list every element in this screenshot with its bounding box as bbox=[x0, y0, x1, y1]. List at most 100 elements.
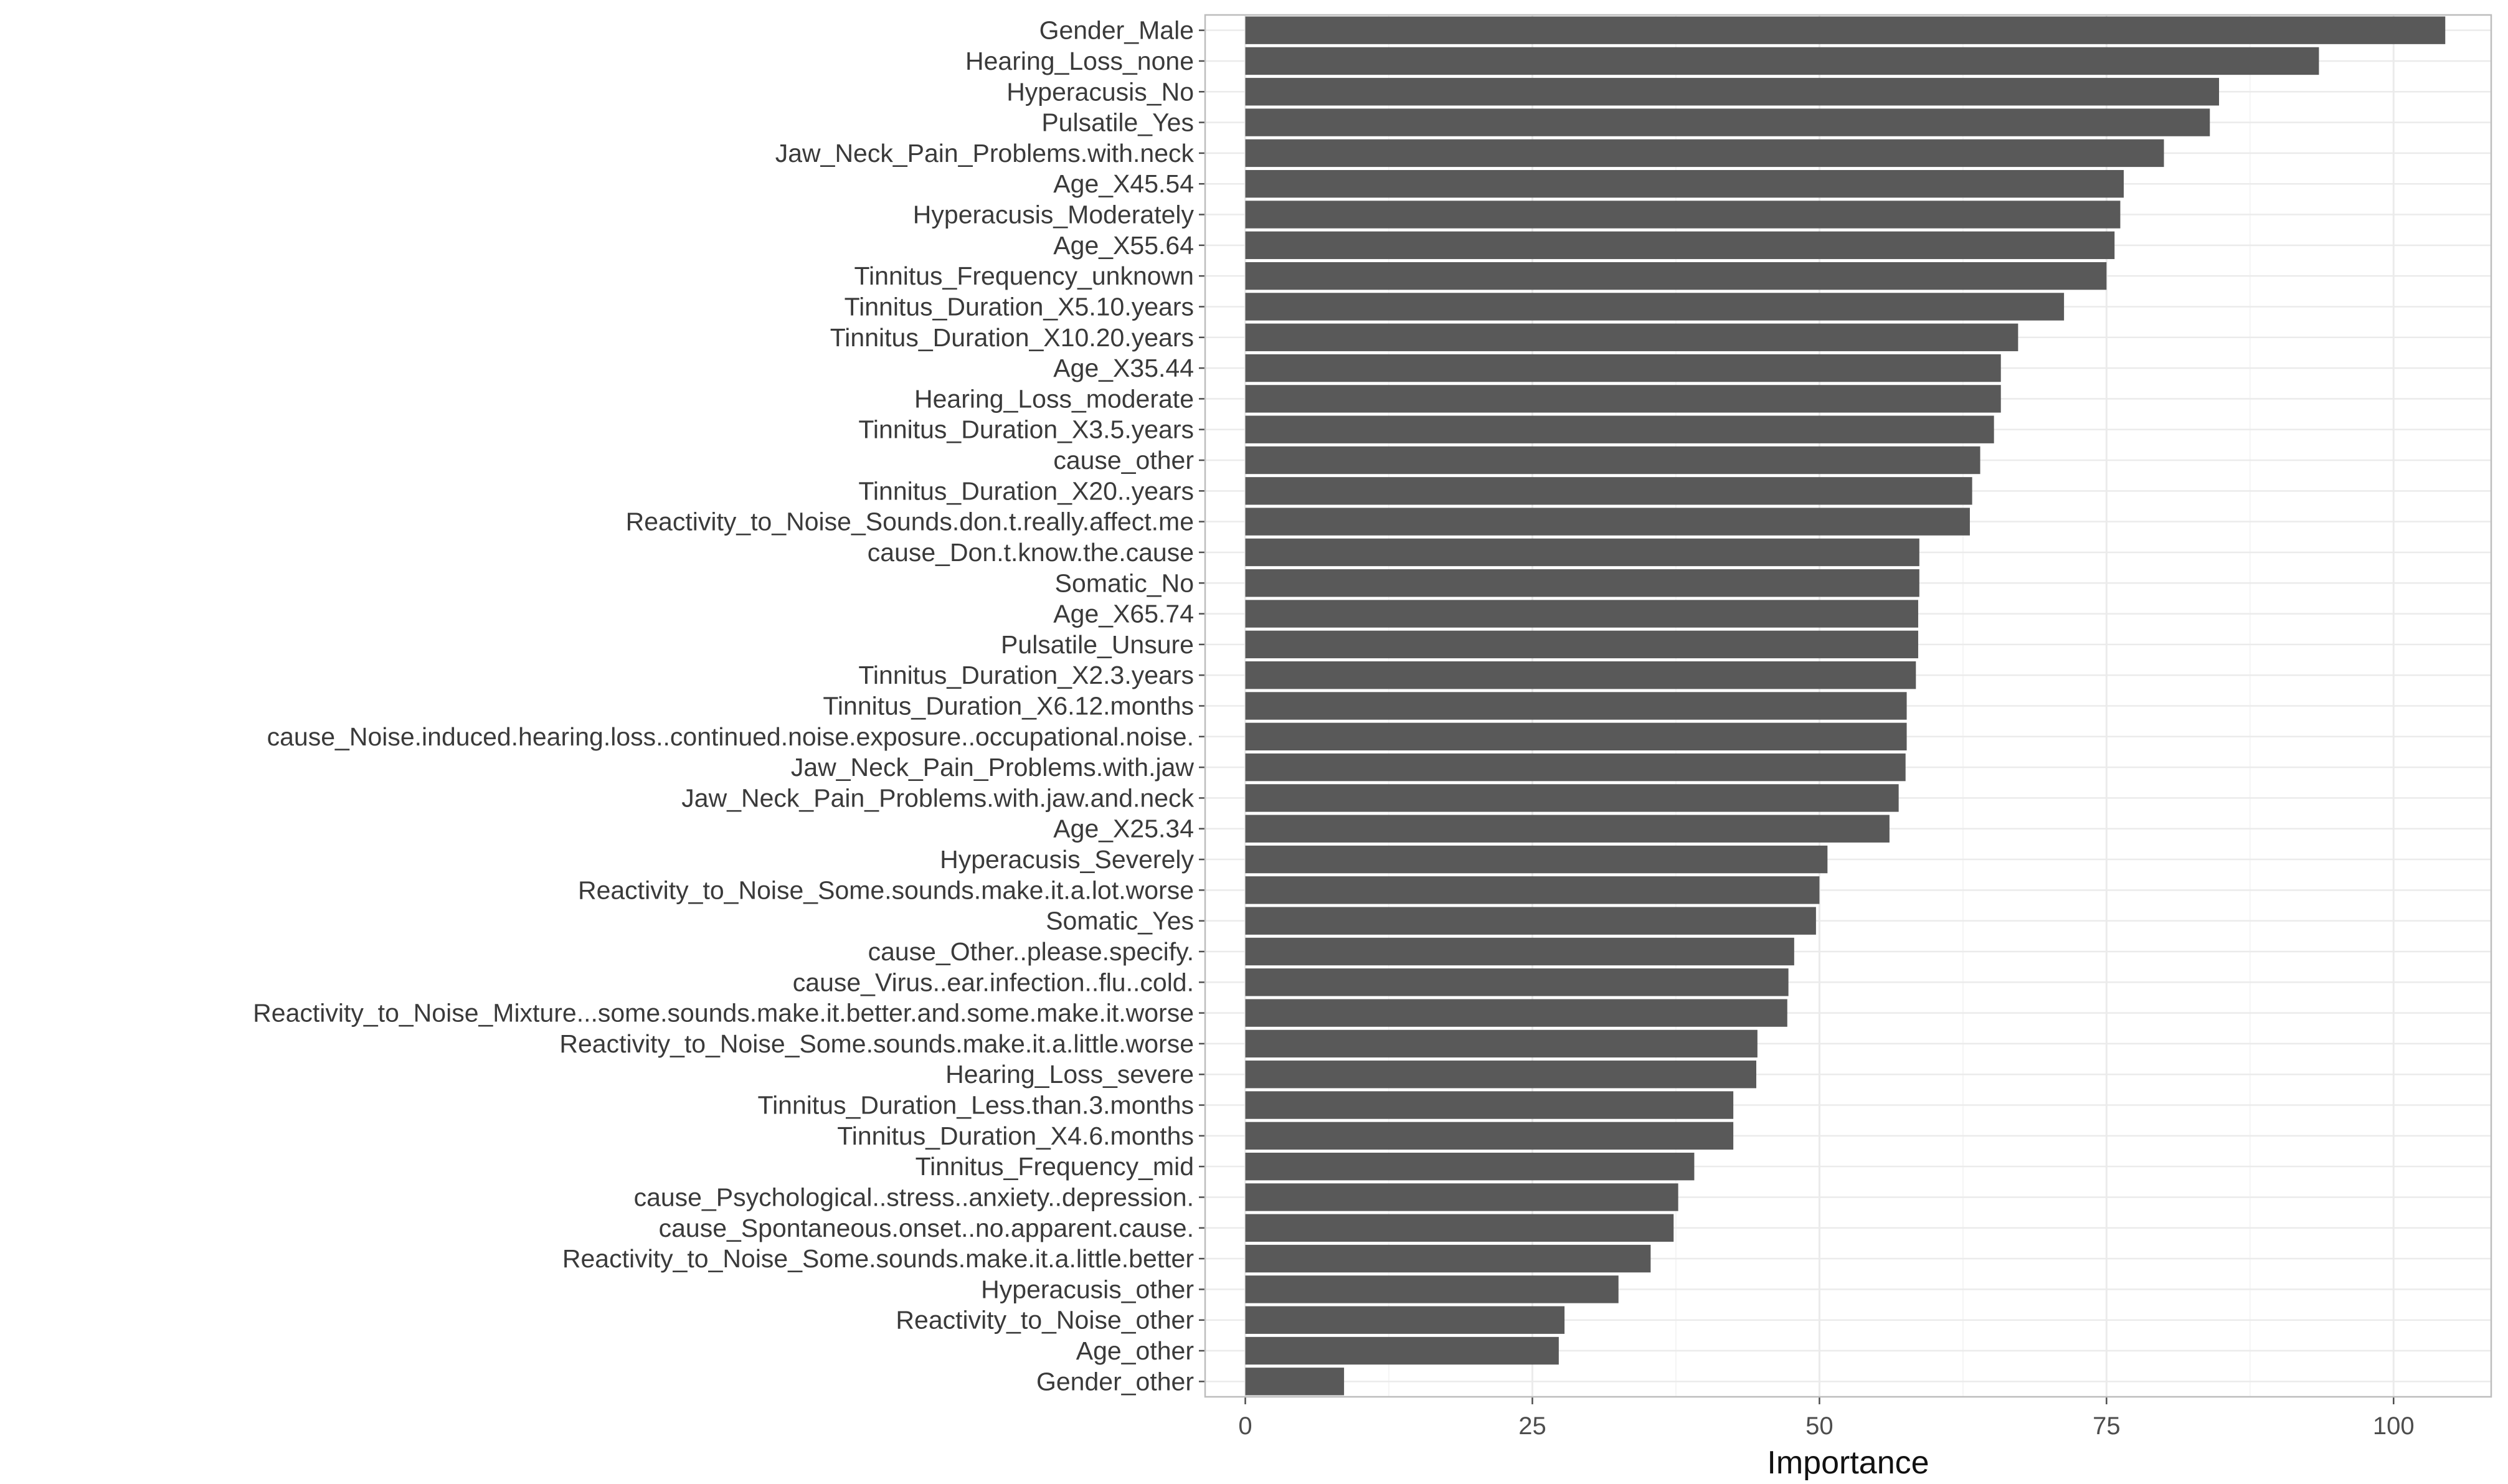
bar bbox=[1245, 907, 1816, 935]
bar bbox=[1245, 630, 1918, 659]
bar bbox=[1245, 477, 1972, 505]
bar bbox=[1245, 968, 1789, 996]
x-tick-label: 25 bbox=[1518, 1412, 1546, 1440]
category-label: Tinnitus_Duration_X2.3.years bbox=[858, 661, 1194, 689]
category-label: Jaw_Neck_Pain_Problems.with.jaw bbox=[791, 753, 1195, 782]
bar bbox=[1245, 201, 2121, 229]
category-label: Age_X25.34 bbox=[1053, 815, 1194, 843]
category-label: Hearing_Loss_none bbox=[965, 47, 1194, 75]
category-label: Reactivity_to_Noise_Some.sounds.make.it.… bbox=[562, 1244, 1194, 1273]
x-tick-label: 100 bbox=[2373, 1412, 2415, 1440]
bar bbox=[1245, 722, 1907, 751]
category-label: cause_Other..please.specify. bbox=[868, 937, 1194, 966]
category-label: Reactivity_to_Noise_Mixture...some.sound… bbox=[253, 999, 1194, 1028]
bar bbox=[1245, 1091, 1734, 1119]
category-label: Jaw_Neck_Pain_Problems.with.jaw.and.neck bbox=[681, 783, 1194, 812]
bars bbox=[1245, 16, 2446, 1396]
category-label: Reactivity_to_Noise_Some.sounds.make.it.… bbox=[559, 1029, 1194, 1058]
bar bbox=[1245, 1306, 1565, 1334]
x-axis: 0 25 50 75 100 bbox=[1238, 1397, 2415, 1440]
bar bbox=[1245, 692, 1907, 720]
category-label: Somatic_Yes bbox=[1046, 907, 1194, 935]
bar bbox=[1245, 1275, 1619, 1303]
category-label: Hyperacusis_Severely bbox=[940, 845, 1194, 874]
panel-border bbox=[1204, 14, 2492, 1398]
bar bbox=[1245, 446, 1980, 475]
category-label: Hearing_Loss_moderate bbox=[914, 384, 1194, 413]
category-label: cause_Psychological..stress..anxiety..de… bbox=[634, 1183, 1194, 1211]
bar bbox=[1245, 1029, 1758, 1058]
bar bbox=[1245, 323, 2018, 351]
bar bbox=[1245, 385, 2001, 413]
bar bbox=[1245, 600, 1918, 628]
bar bbox=[1245, 415, 1994, 443]
bar bbox=[1245, 784, 1899, 812]
category-label: Hyperacusis_Moderately bbox=[913, 201, 1195, 229]
category-label: Pulsatile_Yes bbox=[1041, 108, 1194, 137]
category-label: Pulsatile_Unsure bbox=[1001, 630, 1194, 659]
category-label: Age_X45.54 bbox=[1053, 169, 1194, 198]
bar bbox=[1245, 1336, 1559, 1365]
category-label: Tinnitus_Duration_X5.10.years bbox=[845, 292, 1194, 321]
category-label: Tinnitus_Duration_X4.6.months bbox=[837, 1122, 1194, 1150]
x-tick-label: 50 bbox=[1805, 1412, 1834, 1440]
bar bbox=[1245, 999, 1787, 1027]
bar bbox=[1245, 876, 1820, 904]
bar bbox=[1245, 78, 2220, 106]
bar bbox=[1245, 1152, 1695, 1181]
bar bbox=[1245, 1368, 1345, 1396]
category-label: Gender_Male bbox=[1039, 16, 1194, 45]
bar bbox=[1245, 47, 2319, 75]
category-label: Somatic_No bbox=[1055, 569, 1194, 597]
bar bbox=[1245, 753, 1906, 782]
bar bbox=[1245, 170, 2124, 198]
bar bbox=[1245, 937, 1794, 966]
bar bbox=[1245, 1183, 1678, 1211]
category-label: Age_X35.44 bbox=[1053, 354, 1194, 382]
bar bbox=[1245, 231, 2115, 260]
category-label: cause_Noise.induced.hearing.loss..contin… bbox=[267, 722, 1194, 751]
x-tick-label: 75 bbox=[2093, 1412, 2121, 1440]
category-label: Hyperacusis_No bbox=[1006, 77, 1194, 106]
category-label: Tinnitus_Duration_X20..years bbox=[858, 476, 1194, 505]
bar bbox=[1245, 815, 1890, 843]
x-tick-label: 0 bbox=[1238, 1412, 1252, 1440]
category-label: Age_X55.64 bbox=[1053, 231, 1194, 260]
bar bbox=[1245, 845, 1828, 874]
category-label: Hyperacusis_other bbox=[981, 1275, 1194, 1303]
bar bbox=[1245, 1214, 1674, 1242]
bar bbox=[1245, 139, 2164, 168]
category-label: Gender_other bbox=[1036, 1367, 1194, 1396]
bar bbox=[1245, 1244, 1651, 1273]
category-label: Tinnitus_Frequency_unknown bbox=[854, 262, 1194, 290]
bar bbox=[1245, 262, 2107, 290]
bar bbox=[1245, 569, 1919, 597]
bar bbox=[1245, 538, 1919, 567]
category-label: Jaw_Neck_Pain_Problems.with.neck bbox=[775, 139, 1195, 168]
bar bbox=[1245, 508, 1970, 536]
category-label: Reactivity_to_Noise_other bbox=[896, 1306, 1194, 1335]
category-label: Tinnitus_Duration_Less.than.3.months bbox=[758, 1091, 1194, 1120]
category-label: cause_other bbox=[1053, 446, 1194, 475]
category-label: Tinnitus_Duration_X6.12.months bbox=[823, 692, 1194, 721]
x-axis-title: Importance bbox=[1767, 1445, 1929, 1481]
category-label: Hearing_Loss_severe bbox=[945, 1060, 1194, 1089]
category-label: Tinnitus_Duration_X10.20.years bbox=[830, 323, 1194, 352]
category-label: Age_X65.74 bbox=[1053, 600, 1194, 628]
bar bbox=[1245, 16, 2446, 44]
category-label: Reactivity_to_Noise_Sounds.don.t.really.… bbox=[626, 508, 1194, 536]
bar bbox=[1245, 1061, 1756, 1089]
category-labels: Gender_MaleHearing_Loss_noneHyperacusis_… bbox=[253, 16, 1205, 1396]
bar bbox=[1245, 293, 2065, 321]
category-label: cause_Virus..ear.infection..flu..cold. bbox=[793, 968, 1194, 996]
bar bbox=[1245, 108, 2210, 136]
category-label: Reactivity_to_Noise_Some.sounds.make.it.… bbox=[578, 876, 1194, 904]
bar bbox=[1245, 661, 1916, 689]
category-label: Tinnitus_Duration_X3.5.years bbox=[858, 415, 1194, 444]
category-label: cause_Don.t.know.the.cause bbox=[868, 538, 1194, 567]
category-label: Age_other bbox=[1076, 1336, 1194, 1365]
category-label: cause_Spontaneous.onset..no.apparent.cau… bbox=[659, 1214, 1194, 1242]
bar bbox=[1245, 354, 2001, 382]
